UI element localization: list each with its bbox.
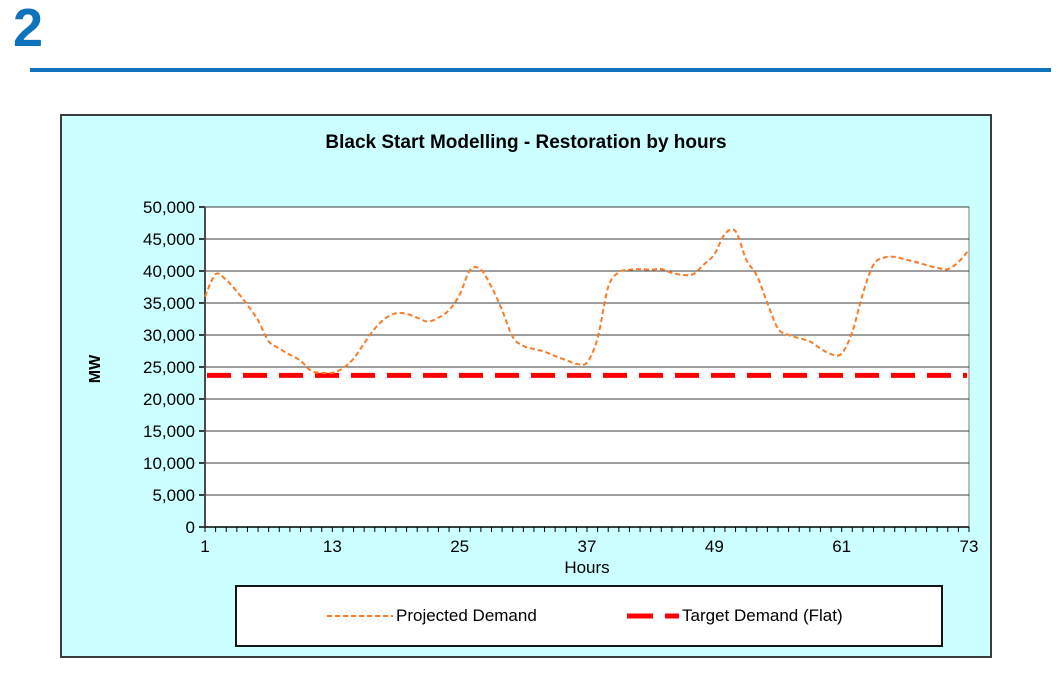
x-axis-title: Hours xyxy=(564,558,610,577)
y-tick-label: 15,000 xyxy=(143,422,195,441)
header-rule xyxy=(30,68,1051,72)
y-tick-label: 10,000 xyxy=(143,454,195,473)
legend-entry-projected: Projected Demand xyxy=(327,587,537,645)
plot-area: 0 5,000 10,000 15,000 20,000 25,000 30,000 35,0… xyxy=(143,198,979,556)
x-tick-label: 37 xyxy=(578,537,597,556)
y-tick-label: 30,000 xyxy=(143,326,195,345)
legend-label-target: Target Demand (Flat) xyxy=(682,606,843,625)
y-tick-label: 0 xyxy=(186,518,195,537)
target-demand-line-icon xyxy=(627,613,679,619)
x-tick-label: 1 xyxy=(200,537,209,556)
legend-label-projected: Projected Demand xyxy=(396,606,537,625)
legend-entry-target: Target Demand (Flat) xyxy=(627,587,843,645)
chart-container: Black Start Modelling - Restoration by h… xyxy=(60,114,992,658)
slide-number: 2 xyxy=(13,0,44,58)
projected-demand-line xyxy=(204,228,970,375)
x-tick-label: 13 xyxy=(323,537,342,556)
chart-title: Black Start Modelling - Restoration by h… xyxy=(325,132,727,153)
x-tick-label: 49 xyxy=(705,537,724,556)
x-tick-label: 73 xyxy=(960,537,979,556)
projected-demand-line-icon xyxy=(327,615,393,617)
y-tick-label: 35,000 xyxy=(143,294,195,313)
y-tick-label: 5,000 xyxy=(152,486,195,505)
x-tick-label: 25 xyxy=(450,537,469,556)
y-tick-label: 25,000 xyxy=(143,358,195,377)
y-tick-label: 40,000 xyxy=(143,262,195,281)
y-tick-label: 50,000 xyxy=(143,198,195,217)
legend: Projected Demand Target Demand (Flat) xyxy=(235,585,943,647)
x-tick-label: 61 xyxy=(832,537,851,556)
y-tick-label: 20,000 xyxy=(143,390,195,409)
y-tick-label: 45,000 xyxy=(143,230,195,249)
